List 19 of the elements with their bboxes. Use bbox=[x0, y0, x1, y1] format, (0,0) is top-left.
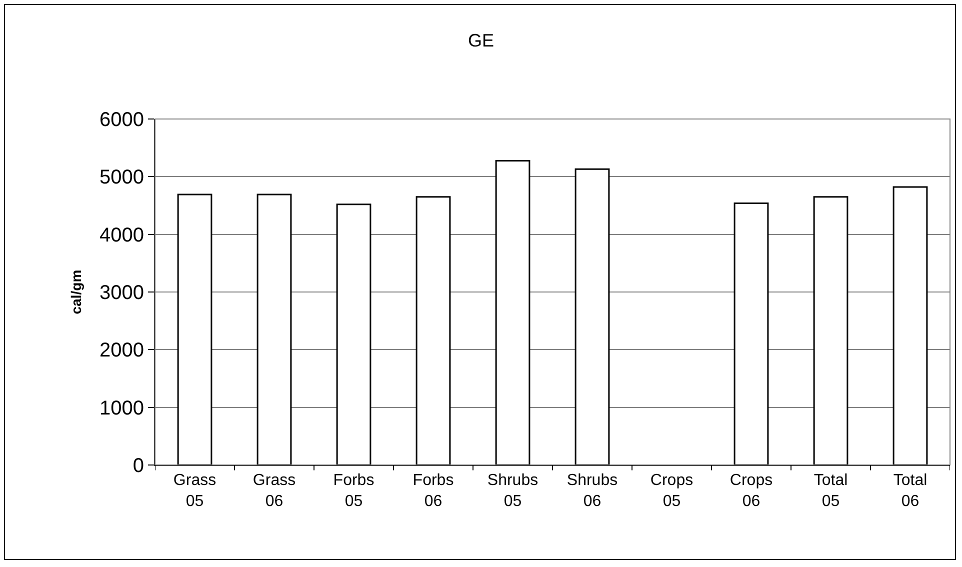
x-tick-label: Grass 06 bbox=[252, 472, 296, 510]
x-tick-label: Total 06 bbox=[893, 472, 928, 510]
x-tick-label: Shrubs 06 bbox=[566, 472, 618, 510]
chart-title: GE bbox=[468, 30, 494, 51]
y-tick-label: 0 bbox=[132, 455, 144, 477]
x-tick-label: Forbs 05 bbox=[333, 472, 374, 510]
y-tick-label: 4000 bbox=[100, 224, 144, 246]
x-tick-label: Crops 06 bbox=[730, 472, 773, 510]
x-tick-label: Forbs 06 bbox=[412, 472, 454, 510]
y-tick-label: 1000 bbox=[100, 397, 144, 420]
y-axis-title: cal/gm bbox=[68, 270, 84, 314]
y-tick-label: 3000 bbox=[100, 282, 144, 304]
y-tick-label: 5000 bbox=[100, 166, 144, 189]
x-tick-label: Crops 05 bbox=[650, 472, 694, 510]
x-tick-label: Grass 05 bbox=[173, 472, 216, 510]
x-tick-label: Shrubs 05 bbox=[487, 472, 538, 510]
x-tick-label: Total 05 bbox=[814, 472, 848, 510]
y-tick-label: 2000 bbox=[100, 340, 144, 362]
y-tick-label: 6000 bbox=[100, 109, 144, 131]
